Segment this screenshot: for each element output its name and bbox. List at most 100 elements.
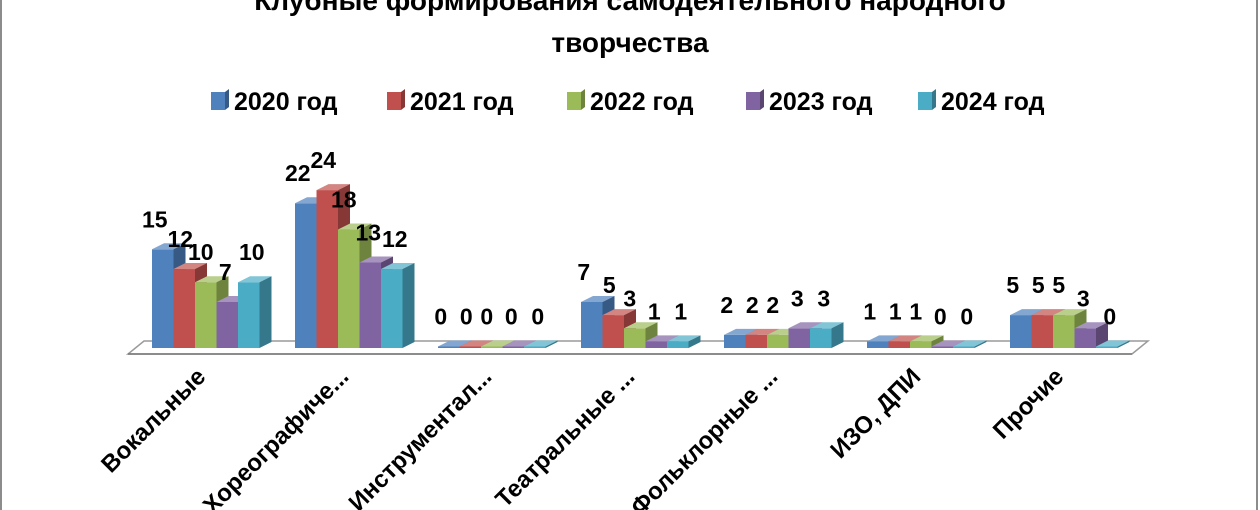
bar-side xyxy=(545,340,558,348)
category-labels: ВокальныеХореографиче...Инструментал...Т… xyxy=(96,363,1069,510)
category-label: Фольклорные ... xyxy=(625,363,783,510)
legend-label: 2021 год xyxy=(410,88,514,116)
value-label: 3 xyxy=(623,285,636,311)
bar-front xyxy=(438,346,460,348)
value-label: 5 xyxy=(1032,272,1045,298)
bar-top xyxy=(338,223,372,230)
bar-top xyxy=(316,184,350,191)
bar xyxy=(1096,340,1130,348)
bar-top xyxy=(888,335,922,342)
category-label: Прочие xyxy=(988,363,1069,444)
bar-side xyxy=(402,263,415,348)
bar-front xyxy=(1074,328,1096,348)
value-label: 0 xyxy=(505,304,518,330)
value-label: 7 xyxy=(219,259,232,285)
category-label: Хореографиче... xyxy=(198,363,354,510)
value-label: 2 xyxy=(766,292,779,318)
legend: 2020 год 2021 год 2022 год 2023 год 2024 год xyxy=(211,88,1045,116)
bar-top xyxy=(910,335,944,342)
bar-top xyxy=(788,322,822,329)
bar-front xyxy=(359,262,381,348)
bar-front xyxy=(1096,346,1118,348)
value-label: 5 xyxy=(603,272,616,298)
bar xyxy=(238,276,272,348)
bar-top xyxy=(152,243,186,250)
bar-top xyxy=(502,340,536,347)
bar xyxy=(524,340,558,348)
bar-top xyxy=(624,322,658,329)
bar-front xyxy=(316,190,338,348)
legend-swatch xyxy=(746,92,760,110)
value-label: 1 xyxy=(863,298,876,324)
bar-top xyxy=(953,340,987,347)
value-label: 2 xyxy=(720,292,733,318)
bar-top xyxy=(581,295,615,302)
bar-front xyxy=(888,341,910,348)
bar-top xyxy=(645,335,679,342)
value-label: 10 xyxy=(188,239,214,265)
bar-top xyxy=(745,328,779,335)
value-label: 12 xyxy=(167,226,193,252)
bar-top xyxy=(1074,322,1108,329)
bar-front xyxy=(502,346,524,348)
bar xyxy=(1074,322,1108,348)
value-label: 5 xyxy=(1006,272,1019,298)
bar-front xyxy=(910,341,932,348)
bar-front xyxy=(745,334,767,348)
value-label: 24 xyxy=(310,147,336,173)
value-label: 0 xyxy=(531,304,544,330)
category-label: Инструментал... xyxy=(344,363,498,510)
bar-front xyxy=(238,282,260,348)
bar-side xyxy=(1117,340,1130,348)
bar-front xyxy=(1053,315,1075,348)
value-label: 7 xyxy=(577,259,590,285)
value-label: 2 xyxy=(746,292,759,318)
legend-label: 2024 год xyxy=(941,88,1045,116)
bar-top xyxy=(1031,309,1065,316)
value-label: 22 xyxy=(285,160,311,186)
bar-front xyxy=(581,301,603,348)
bar-top xyxy=(438,340,472,347)
bar xyxy=(381,263,415,348)
value-label: 0 xyxy=(460,304,473,330)
bar-front xyxy=(602,315,624,348)
bar-front xyxy=(1031,315,1053,348)
bar-front xyxy=(953,346,975,348)
value-label: 3 xyxy=(1077,285,1090,311)
bar-top xyxy=(867,335,901,342)
category-label: ИЗО, ДПИ xyxy=(825,363,926,464)
value-label: 1 xyxy=(909,298,922,324)
bar-front xyxy=(724,334,746,348)
value-label: 18 xyxy=(331,187,357,213)
bar-top xyxy=(931,340,965,347)
legend-swatch xyxy=(918,92,932,110)
category-label: Театральные ... xyxy=(490,363,640,510)
bar-front xyxy=(645,341,667,348)
legend-swatch-side xyxy=(932,89,936,110)
value-label: 1 xyxy=(648,298,661,324)
bar-front xyxy=(1010,315,1032,348)
bar-side xyxy=(931,335,944,348)
bar-top xyxy=(195,276,229,283)
bar-top xyxy=(1053,309,1087,316)
bar-front xyxy=(524,346,546,348)
bar-top xyxy=(524,340,558,347)
bar-front xyxy=(481,346,503,348)
bar-top xyxy=(810,322,844,329)
bar-top xyxy=(459,340,493,347)
legend-swatch xyxy=(387,92,401,110)
bar-front xyxy=(788,328,810,348)
legend-swatch xyxy=(567,92,581,110)
bar-front xyxy=(295,203,317,348)
bar-front xyxy=(152,249,174,348)
value-label: 0 xyxy=(960,304,973,330)
value-label: 1 xyxy=(674,298,687,324)
value-label: 0 xyxy=(434,304,447,330)
bar-side xyxy=(259,276,272,348)
legend-swatch-side xyxy=(401,89,405,110)
category-label: Вокальные xyxy=(96,363,211,478)
chart-title-line-2: творчества xyxy=(551,27,709,58)
bar-front xyxy=(216,301,238,348)
bar-top xyxy=(359,256,393,263)
